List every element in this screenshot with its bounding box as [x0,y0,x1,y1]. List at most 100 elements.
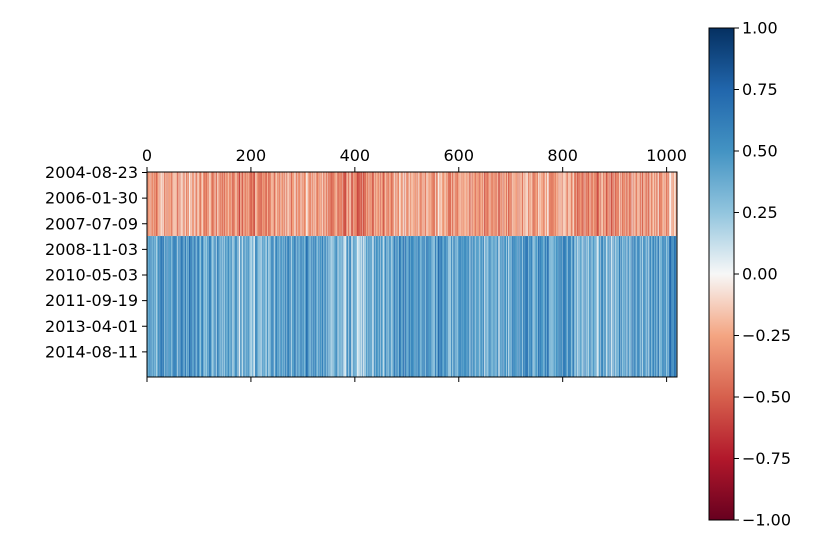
heatmap-column [244,172,246,377]
heatmap-cell [367,172,369,237]
heatmap-cell [302,236,304,377]
heatmap-cell [433,172,435,237]
heatmap-cell [639,172,641,237]
heatmap-cell [373,172,375,237]
heatmap-cell [621,172,623,237]
heatmap-column [447,172,449,377]
heatmap-column [364,172,366,377]
heatmap-column [361,172,363,377]
heatmap-cell [268,236,269,377]
heatmap-cell [296,172,297,237]
heatmap-cell [159,172,161,237]
heatmap-cell [636,236,638,377]
heatmap-cell [301,172,303,237]
heatmap-cell [323,172,325,237]
heatmap-column [252,172,254,377]
heatmap-cell [383,236,385,377]
heatmap-cell [412,236,414,377]
heatmap-cell [479,172,480,237]
heatmap-column [209,172,211,377]
heatmap-cell [504,172,506,237]
heatmap-cell [285,172,287,237]
heatmap-cell [355,172,357,237]
heatmap-cell [332,236,334,377]
heatmap-cell [501,172,503,237]
heatmap-column [432,172,434,377]
heatmap-column [373,172,375,377]
heatmap-column [435,172,437,377]
heatmap-cell [395,172,397,237]
heatmap-column [315,172,317,377]
heatmap-cell [535,172,537,237]
heatmap-cell [649,172,651,237]
heatmap-column [522,172,524,377]
heatmap-column [538,172,540,377]
heatmap-cell [293,172,294,237]
heatmap-cell [253,172,254,237]
heatmap-cell [375,236,377,377]
heatmap-column [550,172,552,377]
heatmap-cell [180,236,182,377]
heatmap-column [489,172,491,377]
heatmap-column [352,172,354,377]
heatmap-cell [670,172,672,237]
heatmap-column [588,172,590,377]
heatmap-cell [614,172,616,237]
heatmap-column [340,172,342,377]
heatmap-column [378,172,380,377]
heatmap-column [388,172,389,377]
heatmap-cell [418,236,420,377]
heatmap-cell [455,236,456,377]
heatmap-cell [406,172,408,237]
heatmap-cell [156,172,158,237]
heatmap-cell [179,236,181,377]
heatmap-cell [247,236,249,377]
heatmap-column [294,172,296,377]
heatmap-column [596,172,598,377]
heatmap-cell [360,172,362,237]
heatmap-column [388,172,390,377]
heatmap-column [495,172,497,377]
heatmap-cell [172,172,174,237]
heatmap-cell [430,172,432,237]
heatmap-cell [307,236,308,377]
heatmap-column [423,172,425,377]
heatmap-cell [477,236,479,377]
heatmap-column [552,172,554,377]
heatmap-cell [381,236,383,377]
heatmap-column [323,172,325,377]
heatmap-cell [647,172,649,237]
heatmap-cell [258,236,260,377]
heatmap-cell [273,236,275,377]
heatmap-cell [317,172,319,237]
heatmap-cell [555,236,557,377]
heatmap-cell [324,172,326,237]
heatmap-cell [496,172,498,237]
heatmap-cell [230,236,232,377]
heatmap-cell [193,236,195,377]
heatmap-cell [603,172,605,237]
heatmap-column [396,172,398,377]
heatmap-cell [415,236,416,377]
heatmap-cell [606,236,608,377]
heatmap-cell [235,236,237,377]
heatmap-cell [223,172,225,237]
heatmap-cell [413,236,414,377]
heatmap-cell [495,236,497,377]
heatmap-cell [404,172,406,237]
heatmap-cell [371,172,373,237]
heatmap-column [621,172,623,377]
heatmap-cell [574,236,576,377]
heatmap-cell [447,172,449,237]
heatmap-column [441,172,442,377]
heatmap-column [300,172,302,377]
heatmap-cell [657,236,659,377]
heatmap-column [166,172,168,377]
heatmap-cell [565,172,567,237]
heatmap-cell [256,236,258,377]
heatmap-cell [611,172,613,237]
heatmap-column [368,172,370,377]
heatmap-column [653,172,654,377]
heatmap-cell [327,172,329,237]
heatmap-column [181,172,183,377]
